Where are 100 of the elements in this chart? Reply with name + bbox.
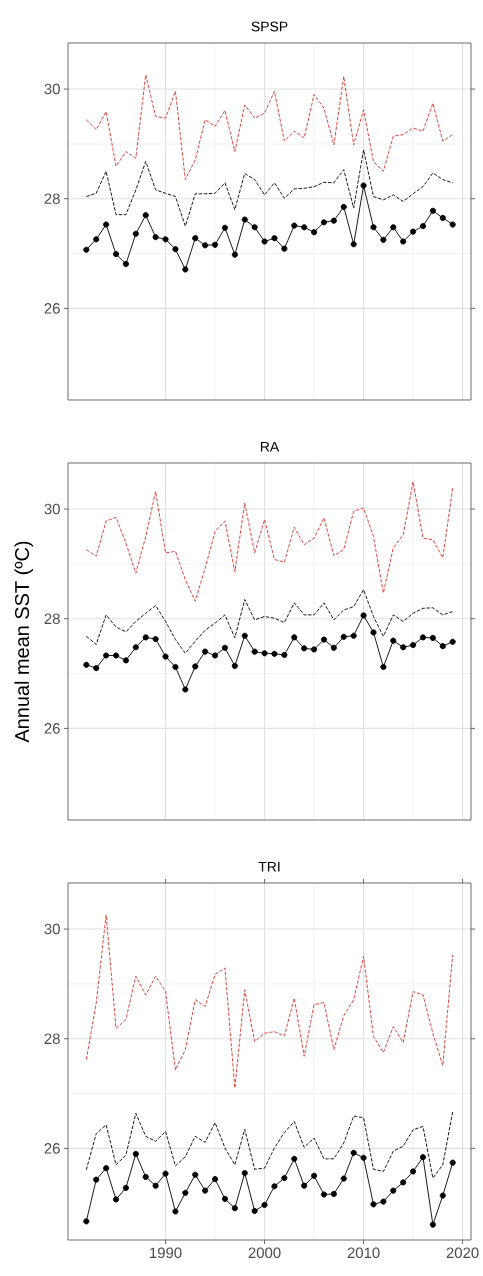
line-series bbox=[85, 74, 454, 180]
point bbox=[281, 651, 288, 658]
line-series bbox=[85, 1111, 454, 1179]
point bbox=[202, 1187, 209, 1194]
y-tick-label: 26 bbox=[44, 1143, 60, 1154]
point bbox=[182, 686, 189, 693]
point bbox=[291, 1155, 298, 1162]
point bbox=[241, 216, 248, 223]
point bbox=[142, 634, 149, 641]
point bbox=[192, 235, 199, 242]
point bbox=[360, 612, 367, 619]
point bbox=[291, 634, 298, 641]
point bbox=[152, 1182, 159, 1189]
point bbox=[330, 644, 337, 651]
point bbox=[301, 1182, 308, 1189]
point bbox=[291, 222, 298, 229]
point bbox=[192, 1171, 199, 1178]
point bbox=[152, 635, 159, 643]
point bbox=[340, 633, 347, 640]
point bbox=[122, 260, 129, 268]
point bbox=[172, 663, 179, 671]
point bbox=[142, 212, 149, 219]
point bbox=[360, 1154, 367, 1161]
point bbox=[162, 236, 169, 243]
point bbox=[320, 219, 328, 226]
point bbox=[281, 245, 288, 252]
x-tick-label: 1990 bbox=[150, 1247, 182, 1259]
point bbox=[132, 644, 139, 651]
point bbox=[340, 203, 347, 210]
point bbox=[429, 207, 436, 214]
point bbox=[182, 266, 189, 273]
point bbox=[162, 1170, 169, 1177]
point bbox=[400, 644, 407, 651]
point bbox=[380, 1198, 387, 1205]
point bbox=[112, 1196, 120, 1203]
point bbox=[251, 1207, 258, 1214]
point bbox=[429, 634, 436, 641]
line-series bbox=[85, 481, 454, 602]
point bbox=[400, 238, 407, 245]
point bbox=[103, 1165, 110, 1172]
point bbox=[83, 1218, 90, 1225]
point bbox=[271, 1183, 278, 1190]
y-tick-label: 30 bbox=[44, 83, 60, 95]
point bbox=[449, 638, 456, 645]
point bbox=[132, 230, 139, 237]
point bbox=[439, 1192, 446, 1199]
y-tick-label: 28 bbox=[44, 613, 60, 625]
point bbox=[83, 246, 90, 253]
point bbox=[301, 224, 308, 231]
chart-title: RA bbox=[260, 441, 280, 452]
point bbox=[410, 228, 417, 235]
point bbox=[261, 238, 268, 245]
point bbox=[231, 1205, 238, 1212]
point bbox=[251, 224, 258, 231]
point bbox=[449, 221, 456, 228]
point bbox=[311, 229, 318, 236]
point bbox=[162, 653, 169, 660]
point bbox=[112, 251, 120, 258]
line-series bbox=[85, 589, 454, 654]
point bbox=[93, 236, 100, 243]
point bbox=[221, 644, 228, 651]
point bbox=[380, 663, 387, 671]
point bbox=[93, 665, 100, 672]
point bbox=[320, 1191, 328, 1198]
point bbox=[142, 1173, 149, 1180]
point bbox=[172, 1208, 179, 1215]
point bbox=[221, 224, 228, 231]
y-tick-label: 26 bbox=[44, 303, 60, 314]
point bbox=[103, 652, 110, 659]
point bbox=[192, 663, 199, 670]
point bbox=[350, 632, 357, 639]
point bbox=[152, 234, 159, 241]
point bbox=[419, 634, 427, 641]
chart-title: SPSP bbox=[251, 21, 288, 32]
point bbox=[211, 1176, 219, 1183]
point bbox=[202, 648, 209, 655]
point bbox=[211, 241, 219, 248]
point bbox=[172, 246, 179, 253]
y-tick-label: 30 bbox=[44, 923, 60, 935]
point bbox=[271, 650, 278, 657]
y-tick-label: 28 bbox=[44, 1033, 60, 1045]
point bbox=[311, 1172, 318, 1179]
point bbox=[221, 1195, 228, 1202]
point bbox=[202, 242, 209, 249]
y-tick-label: 30 bbox=[44, 503, 60, 515]
point bbox=[380, 236, 387, 243]
point bbox=[439, 214, 446, 221]
point bbox=[419, 1154, 427, 1161]
y-axis-title: Annual mean SST (ºC) bbox=[14, 541, 34, 743]
point bbox=[439, 643, 446, 650]
point bbox=[400, 1179, 407, 1186]
point bbox=[330, 1190, 337, 1197]
point bbox=[410, 1168, 417, 1175]
point bbox=[370, 224, 377, 231]
point bbox=[429, 1221, 436, 1228]
line-series bbox=[85, 149, 454, 227]
point bbox=[350, 241, 357, 248]
point bbox=[231, 662, 238, 669]
point bbox=[241, 632, 248, 639]
point bbox=[370, 629, 377, 636]
